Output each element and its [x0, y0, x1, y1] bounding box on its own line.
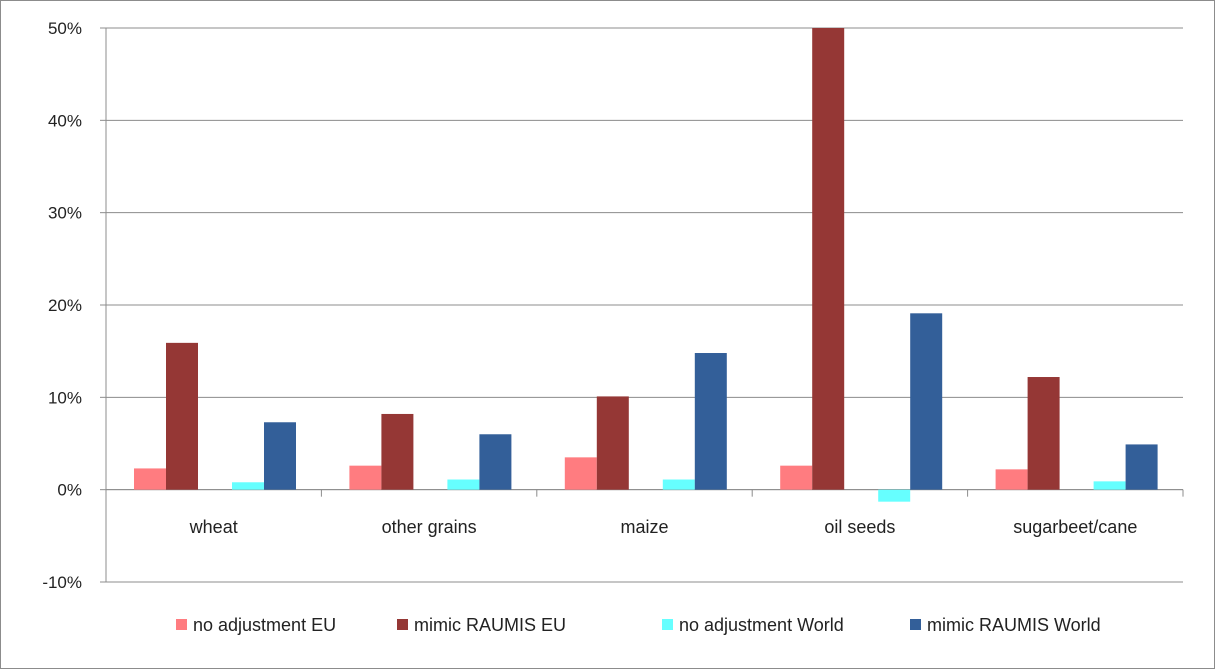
- bar: [596, 396, 629, 490]
- bar: [447, 479, 480, 490]
- y-tick-label: -10%: [42, 573, 82, 592]
- bar: [780, 465, 813, 490]
- bar: [995, 469, 1028, 490]
- legend-swatch: [397, 619, 408, 630]
- y-tick-label: 50%: [48, 19, 82, 38]
- bar: [264, 422, 296, 490]
- legend-label: no adjustment EU: [193, 615, 336, 635]
- bar: [910, 313, 943, 490]
- bar: [1125, 444, 1158, 490]
- bar: [134, 468, 166, 490]
- y-tick-label: 20%: [48, 296, 82, 315]
- bar: [878, 489, 911, 502]
- bar: [166, 342, 198, 490]
- bar: [349, 465, 382, 490]
- y-tick-label: 10%: [48, 388, 82, 407]
- category-label: wheat: [189, 517, 238, 537]
- category-label: maize: [620, 517, 668, 537]
- bar: [1027, 377, 1060, 490]
- bar: [381, 413, 414, 490]
- bar: [1093, 481, 1126, 490]
- y-tick-label: 0%: [57, 481, 82, 500]
- category-label: oil seeds: [824, 517, 895, 537]
- bar: [564, 457, 597, 490]
- bar: [812, 28, 845, 490]
- y-tick-label: 40%: [48, 111, 82, 130]
- bar: [662, 479, 695, 490]
- legend-label: no adjustment World: [679, 615, 844, 635]
- bar: [232, 482, 264, 490]
- y-tick-label: 30%: [48, 204, 82, 223]
- bar: [479, 434, 512, 490]
- legend-swatch: [910, 619, 921, 630]
- category-label: sugarbeet/cane: [1013, 517, 1137, 537]
- bar: [694, 353, 727, 490]
- legend-label: mimic RAUMIS World: [927, 615, 1101, 635]
- legend-swatch: [662, 619, 673, 630]
- category-label: other grains: [382, 517, 477, 537]
- legend-label: mimic RAUMIS EU: [414, 615, 566, 635]
- legend-swatch: [176, 619, 187, 630]
